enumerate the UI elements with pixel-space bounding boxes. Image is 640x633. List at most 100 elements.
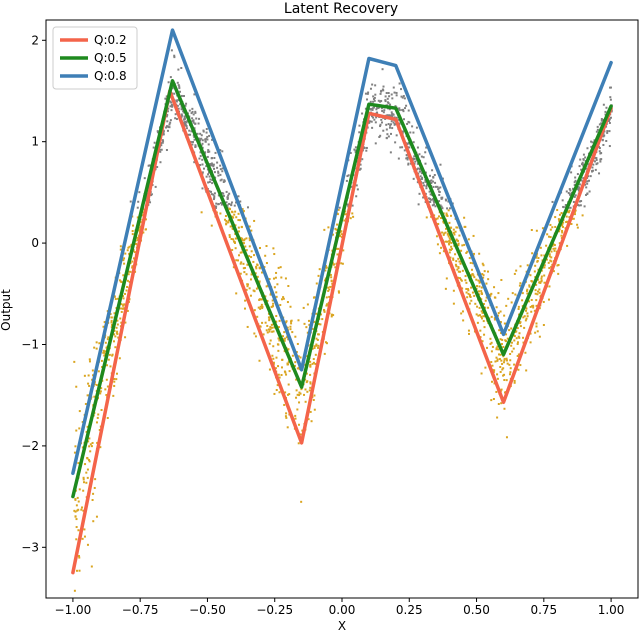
scatter-point <box>422 196 425 199</box>
scatter-point <box>91 378 94 381</box>
scatter-point <box>490 399 493 402</box>
scatter-point <box>171 105 174 108</box>
scatter-point <box>500 359 503 362</box>
scatter-point <box>136 216 139 219</box>
scatter-point <box>593 156 596 159</box>
scatter-point <box>380 99 383 102</box>
scatter-point <box>500 402 503 405</box>
scatter-point <box>166 129 169 132</box>
scatter-point <box>185 102 188 105</box>
y-tick-label: 0 <box>31 236 39 250</box>
scatter-point <box>582 163 585 166</box>
scatter-point <box>433 203 436 206</box>
scatter-point <box>290 319 293 322</box>
scatter-point <box>250 256 253 259</box>
scatter-point <box>144 218 147 221</box>
scatter-point <box>535 255 538 258</box>
scatter-point <box>294 361 297 364</box>
scatter-point <box>483 333 486 336</box>
scatter-point <box>287 360 290 363</box>
scatter-point <box>549 223 552 226</box>
scatter-point <box>370 120 373 123</box>
scatter-point <box>219 149 222 152</box>
scatter-point <box>226 197 229 200</box>
scatter-point <box>496 314 499 317</box>
scatter-point <box>505 379 508 382</box>
scatter-point <box>505 333 508 336</box>
scatter-point <box>305 372 308 375</box>
scatter-point <box>526 312 529 315</box>
scatter-point <box>500 388 503 391</box>
scatter-point <box>160 144 163 147</box>
scatter-point <box>239 200 242 203</box>
scatter-point <box>477 279 480 282</box>
scatter-point <box>122 304 125 307</box>
scatter-point <box>471 273 474 276</box>
scatter-point <box>169 105 172 108</box>
scatter-point <box>239 251 242 254</box>
scatter-point <box>165 126 168 129</box>
scatter-point <box>260 298 263 301</box>
scatter-point <box>444 231 447 234</box>
scatter-point <box>167 81 170 84</box>
scatter-point <box>484 306 487 309</box>
scatter-point <box>246 263 249 266</box>
scatter-point <box>277 349 280 352</box>
scatter-point <box>176 81 179 84</box>
scatter-point <box>608 130 611 133</box>
scatter-point <box>200 134 203 137</box>
scatter-point <box>478 252 481 255</box>
scatter-point <box>541 227 544 230</box>
scatter-point <box>429 197 432 200</box>
scatter-point <box>504 339 507 342</box>
scatter-point <box>411 157 414 160</box>
scatter-point <box>261 271 264 274</box>
y-tick-label: −1 <box>21 337 39 351</box>
scatter-point <box>211 138 214 141</box>
scatter-point <box>381 121 384 124</box>
scatter-point <box>508 363 511 366</box>
scatter-point <box>166 120 169 123</box>
scatter-point <box>537 290 540 293</box>
scatter-point <box>205 131 208 134</box>
scatter-point <box>283 339 286 342</box>
scatter-point <box>126 279 129 282</box>
scatter-point <box>574 179 577 182</box>
scatter-point <box>74 510 77 513</box>
scatter-point <box>272 304 275 307</box>
scatter-point <box>173 92 176 95</box>
scatter-point <box>261 305 264 308</box>
scatter-point <box>319 313 322 316</box>
scatter-point <box>242 242 245 245</box>
scatter-point <box>387 135 390 138</box>
scatter-point <box>505 304 508 307</box>
scatter-point <box>566 244 569 247</box>
scatter-point <box>355 184 358 187</box>
scatter-point <box>381 88 384 91</box>
scatter-point <box>588 179 591 182</box>
scatter-point <box>462 319 465 322</box>
scatter-point <box>516 327 519 330</box>
y-axis-ticks: −3 −2 −1 0 1 2 <box>21 33 46 554</box>
scatter-point <box>217 203 220 206</box>
scatter-point <box>479 329 482 332</box>
scatter-point <box>516 341 519 344</box>
scatter-point <box>371 115 374 118</box>
scatter-point <box>506 362 509 365</box>
scatter-point <box>418 168 421 171</box>
scatter-point <box>534 289 537 292</box>
scatter-point <box>460 249 463 252</box>
scatter-point <box>136 236 139 239</box>
scatter-point <box>569 189 572 192</box>
scatter-point <box>330 276 333 279</box>
scatter-point <box>133 251 136 254</box>
scatter-point <box>115 332 118 335</box>
scatter-point <box>83 535 86 538</box>
scatter-point <box>242 210 245 213</box>
scatter-point <box>442 221 445 224</box>
scatter-point <box>340 262 343 265</box>
scatter-point <box>505 436 508 439</box>
scatter-point <box>495 390 498 393</box>
scatter-point <box>213 195 216 198</box>
scatter-point <box>371 108 374 111</box>
